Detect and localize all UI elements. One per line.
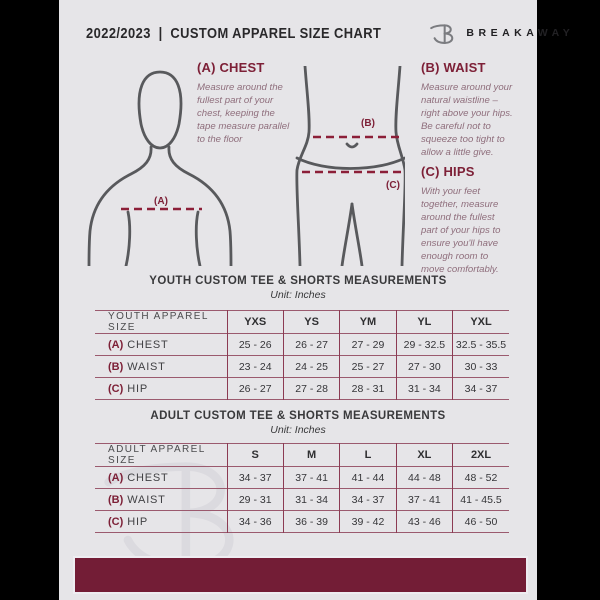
cell: 27 - 28 [282,377,340,400]
youth-size-yxs: YXS [226,310,284,334]
cell: 26 - 27 [282,333,340,356]
adult-size-label-header: ADULT APPAREL SIZE [108,444,206,466]
cell: 39 - 42 [339,510,397,533]
cell: 30 - 33 [452,355,509,378]
cell: 41 - 45.5 [452,488,509,511]
youth-waist-row: (B) WAIST 23 - 24 24 - 25 25 - 27 27 - 30… [95,355,509,378]
youth-hip-row: (C) HIP 26 - 27 27 - 28 28 - 31 31 - 34 3… [95,377,509,400]
youth-header-row: YOUTH APPAREL SIZE YXS YS YM YL YXL [95,310,509,334]
cell: 44 - 48 [395,466,453,489]
adult-size-l: L [339,443,397,467]
adult-size-m: M [282,443,340,467]
waist-instructions: Measure around your natural waistline – … [421,82,513,158]
title-divider: | [158,24,163,42]
hips-marker-label: (C) [386,180,400,191]
cell: 34 - 36 [226,510,284,533]
cell: 31 - 34 [395,377,453,400]
adult-size-table: ADULT APPAREL SIZE S M L XL 2XL (A) CHEST… [95,443,509,533]
header-bar: 2022/2023 | CUSTOM APPAREL SIZE CHART BR… [59,16,570,50]
cell: 26 - 27 [226,377,284,400]
row-label: WAIST [127,360,166,373]
youth-size-ym: YM [339,310,397,334]
adult-header-row: ADULT APPAREL SIZE S M L XL 2XL [95,443,509,467]
title-year: 2022/2023 [86,24,151,42]
brand-block: BREAKAWAY [429,20,574,47]
cell: 24 - 25 [282,355,340,378]
cell: 34 - 37 [452,377,509,400]
youth-table-title: YOUTH CUSTOM TEE & SHORTS MEASUREMENTS [149,275,447,287]
brand-name: BREAKAWAY [466,27,575,39]
cell: 43 - 46 [395,510,453,533]
breakaway-logo-icon [430,23,454,44]
cell: 27 - 30 [395,355,453,378]
youth-chest-row: (A) CHEST 25 - 26 26 - 27 27 - 29 29 - 32… [95,333,509,356]
adult-table-unit: Unit: Inches [270,424,326,436]
row-label: HIP [127,382,149,395]
adult-hip-row: (C) HIP 34 - 36 36 - 39 39 - 42 43 - 46 4… [95,510,509,533]
cell: 34 - 37 [339,488,397,511]
adult-chest-row: (A) CHEST 34 - 37 37 - 41 41 - 44 44 - 48… [95,466,509,489]
row-label: CHEST [127,338,169,351]
row-key: (A) [108,338,124,351]
cell: 34 - 37 [226,466,284,489]
cell: 32.5 - 35.5 [452,333,509,356]
row-key: (C) [108,382,124,395]
title-text: CUSTOM APPAREL SIZE CHART [170,24,382,42]
youth-size-table: YOUTH APPAREL SIZE YXS YS YM YL YXL (A) C… [95,310,509,400]
adult-waist-row: (B) WAIST 29 - 31 31 - 34 34 - 37 37 - 41… [95,488,509,511]
cell: 29 - 31 [226,488,284,511]
row-label: WAIST [127,493,166,506]
row-key: (B) [108,493,124,506]
waist-heading: (B) WAIST [421,60,486,75]
youth-table-unit: Unit: Inches [270,289,326,301]
upper-body-figure: (A) [87,70,233,266]
row-key: (B) [108,360,124,373]
cell: 41 - 44 [339,466,397,489]
chart-page: 2022/2023 | CUSTOM APPAREL SIZE CHART BR… [59,0,570,600]
youth-size-label-header: YOUTH APPAREL SIZE [108,311,209,333]
youth-size-yl: YL [395,310,453,334]
chest-instructions: Measure around the fullest part of your … [197,82,290,145]
adult-table-title: ADULT CUSTOM TEE & SHORTS MEASUREMENTS [150,410,446,422]
cell: 28 - 31 [339,377,397,400]
youth-size-ys: YS [282,310,340,334]
row-key: (A) [108,471,124,484]
cell: 23 - 24 [226,355,284,378]
cell: 48 - 52 [452,466,509,489]
cell: 37 - 41 [282,466,340,489]
row-label: CHEST [127,471,169,484]
row-label: HIP [127,515,149,528]
chest-marker-label: (A) [154,196,168,207]
footer-bar [73,556,528,594]
hips-guide: (C) HIPS With your feet together, measur… [421,164,513,276]
cell: 36 - 39 [282,510,340,533]
page-title: 2022/2023 | CUSTOM APPAREL SIZE CHART [86,25,381,42]
adult-size-s: S [226,443,284,467]
waist-guide: (B) WAIST Measure around your natural wa… [421,60,513,159]
chest-heading: (A) CHEST [197,60,265,75]
cell: 25 - 27 [339,355,397,378]
youth-size-yxl: YXL [452,310,509,334]
cell: 25 - 26 [226,333,284,356]
cell: 37 - 41 [395,488,453,511]
hips-instructions: With your feet together, measure around … [421,186,501,275]
hips-heading: (C) HIPS [421,164,475,179]
chest-guide: (A) CHEST Measure around the fullest par… [197,60,293,146]
cell: 46 - 50 [452,510,509,533]
row-key: (C) [108,515,124,528]
waist-marker-label: (B) [361,118,375,129]
lower-body-figure: (B) (C) [295,66,405,266]
adult-size-xl: XL [395,443,453,467]
cell: 27 - 29 [339,333,397,356]
cell: 29 - 32.5 [395,333,453,356]
cell: 31 - 34 [282,488,340,511]
adult-size-2xl: 2XL [452,443,509,467]
